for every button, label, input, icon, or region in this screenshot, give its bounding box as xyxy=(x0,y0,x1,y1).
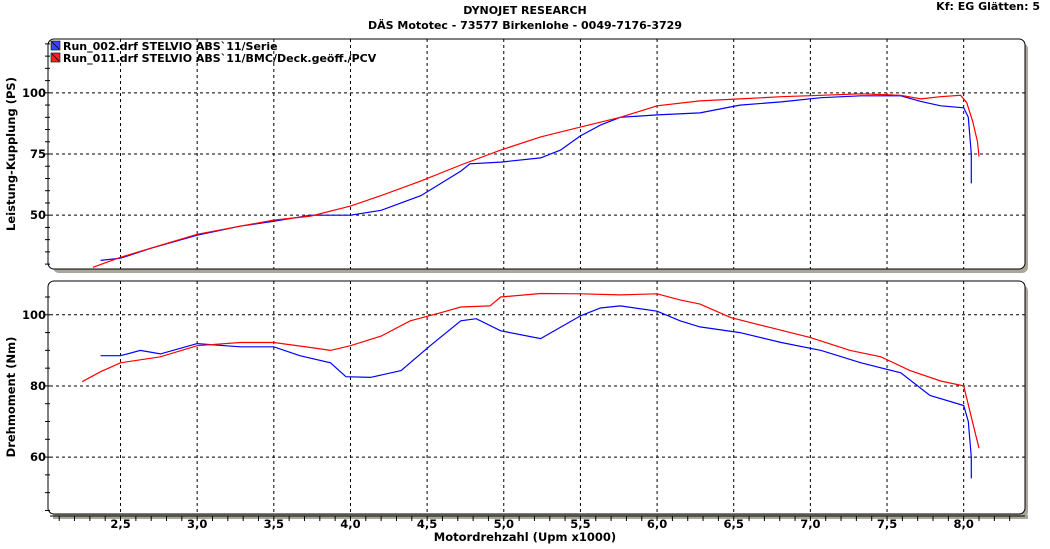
plot-area xyxy=(47,280,1026,515)
red-series-line xyxy=(81,292,980,449)
chart-subtitle: DÄS Mototec - 73577 Birkenlohe - 0049-71… xyxy=(368,18,682,32)
y-axis-label-power: Leistung-Kupplung (PS) xyxy=(4,77,18,231)
y-axis-label-torque: Drehmoment (Nm) xyxy=(4,337,18,458)
x-tick-label: 5,0 xyxy=(494,517,514,531)
y-tick-label: 60 xyxy=(30,450,46,464)
legend-label-run-002: Run_002.drf STELVIO ABS`11/Serie xyxy=(63,40,278,53)
x-tick-label: 7,0 xyxy=(800,517,820,531)
x-tick-label: 8,0 xyxy=(953,517,973,531)
x-tick-label: 6,0 xyxy=(647,517,667,531)
x-axis-shadow xyxy=(53,515,1028,519)
y-tick-label: 100 xyxy=(22,308,46,322)
x-tick-label: 7,5 xyxy=(877,517,897,531)
x-tick-label: 4,0 xyxy=(340,517,360,531)
x-tick-label: 3,5 xyxy=(264,517,284,531)
x-tick-label: 3,0 xyxy=(187,517,207,531)
y-tick-label: 75 xyxy=(30,147,46,161)
x-tick-label: 4,5 xyxy=(417,517,437,531)
blue-series-line xyxy=(100,305,972,479)
x-tick-label: 6,5 xyxy=(724,517,744,531)
x-tick-label: 5,5 xyxy=(570,517,590,531)
power-panel: 50 75 100 xyxy=(22,38,1028,273)
y-tick-label: 100 xyxy=(22,86,46,100)
x-tick-label: 2,5 xyxy=(110,517,130,531)
y-tick-label: 50 xyxy=(30,208,46,222)
torque-panel: 60 80 100 2,5 3,0 3,5 4,0 4,5 5,0 5,5 6,0 6,5 7,0 7,5… xyxy=(22,280,1028,531)
x-axis-label: Motordrehzahl (Upm x1000) xyxy=(434,530,616,544)
legend: Run_002.drf STELVIO ABS`11/Serie Run_011… xyxy=(50,40,377,65)
chart-title: DYNOJET RESEARCH xyxy=(463,4,586,17)
y-tick-label: 80 xyxy=(30,379,46,393)
red-series-line xyxy=(92,93,980,268)
smoothing-info: Kf: EG Glätten: 5 xyxy=(936,0,1040,13)
legend-label-run-011: Run_011.drf STELVIO ABS`11/BMC/Deck.geöf… xyxy=(63,52,377,65)
